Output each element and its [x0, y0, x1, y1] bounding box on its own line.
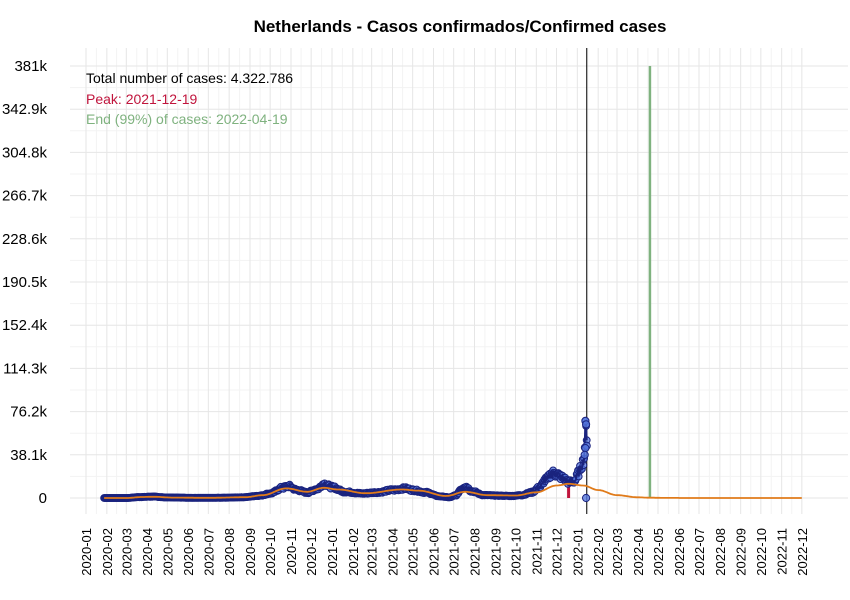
x-tick-label: 2020-10	[263, 528, 278, 576]
data-point	[581, 444, 590, 453]
y-tick-label: 0	[39, 490, 47, 507]
x-tick-label: 2022-10	[754, 528, 769, 576]
fitted-curve	[104, 482, 802, 499]
major-gridlines	[70, 48, 848, 514]
chart-title: Netherlands - Casos confirmados/Confirme…	[254, 17, 667, 36]
x-tick-label: 2022-11	[775, 528, 790, 575]
data-point	[580, 450, 589, 459]
x-tick-label: 2021-06	[426, 528, 441, 576]
x-tick-label: 2022-09	[734, 528, 749, 576]
y-tick-label: 304.8k	[2, 144, 48, 161]
x-tick-label: 2022-01	[570, 528, 585, 576]
x-tick-label: 2021-11	[529, 528, 544, 575]
y-tick-label: 190.5k	[2, 274, 48, 291]
y-tick-label: 38.1k	[10, 447, 47, 464]
x-tick-label: 2020-02	[100, 528, 115, 576]
y-tick-label: 381k	[14, 58, 47, 75]
x-tick-label: 2020-05	[160, 528, 175, 576]
y-tick-label: 266.7k	[2, 188, 48, 205]
x-tick-label: 2021-09	[488, 528, 503, 576]
x-axis-tick-labels: 2020-01 2020-02 2020-03 2020-04 2020-05 2020-…	[79, 528, 810, 576]
y-axis-tick-labels: 0 38.1k 76.2k 114.3k 152.4k 190.5k 228.6k 266.7…	[2, 58, 48, 507]
x-tick-label: 2020-01	[79, 528, 94, 576]
end-annotation: End (99%) of cases: 2022-04-19	[86, 111, 288, 127]
x-tick-label: 2020-09	[243, 528, 258, 576]
x-tick-label: 2022-06	[672, 528, 687, 576]
x-tick-label: 2021-12	[550, 528, 565, 576]
x-tick-label: 2022-02	[591, 528, 606, 576]
x-tick-label: 2020-11	[284, 528, 299, 575]
x-tick-label: 2020-03	[119, 528, 134, 576]
total-cases-annotation: Total number of cases: 4.322.786	[86, 70, 293, 86]
x-tick-label: 2021-08	[468, 528, 483, 576]
data-series	[100, 416, 802, 503]
y-tick-label: 342.9k	[2, 101, 48, 118]
data-point	[582, 493, 591, 503]
x-tick-label: 2022-12	[795, 528, 810, 576]
x-tick-label: 2021-07	[447, 528, 462, 576]
x-tick-label: 2021-05	[406, 528, 421, 576]
x-tick-label: 2021-03	[365, 528, 380, 576]
x-tick-label: 2020-07	[201, 528, 216, 576]
x-tick-label: 2020-12	[304, 528, 319, 576]
x-tick-label: 2022-05	[651, 528, 666, 576]
x-tick-label: 2020-08	[222, 528, 237, 576]
x-tick-label: 2022-07	[692, 528, 707, 576]
y-tick-label: 114.3k	[3, 360, 47, 377]
x-tick-label: 2022-08	[713, 528, 728, 576]
x-tick-label: 2021-02	[346, 528, 361, 576]
minor-gridlines	[70, 48, 848, 514]
x-tick-label: 2020-06	[181, 528, 196, 576]
x-tick-label: 2021-01	[325, 528, 340, 576]
y-tick-label: 76.2k	[10, 404, 47, 421]
x-tick-label: 2022-04	[631, 528, 646, 576]
y-tick-label: 228.6k	[2, 231, 48, 248]
x-tick-label: 2021-10	[509, 528, 524, 576]
x-tick-label: 2020-04	[140, 528, 155, 576]
x-tick-label: 2021-04	[385, 528, 400, 576]
x-tick-label: 2022-03	[610, 528, 625, 576]
data-point	[582, 420, 591, 429]
peak-annotation: Peak: 2021-12-19	[86, 91, 198, 107]
y-tick-label: 152.4k	[2, 317, 48, 334]
